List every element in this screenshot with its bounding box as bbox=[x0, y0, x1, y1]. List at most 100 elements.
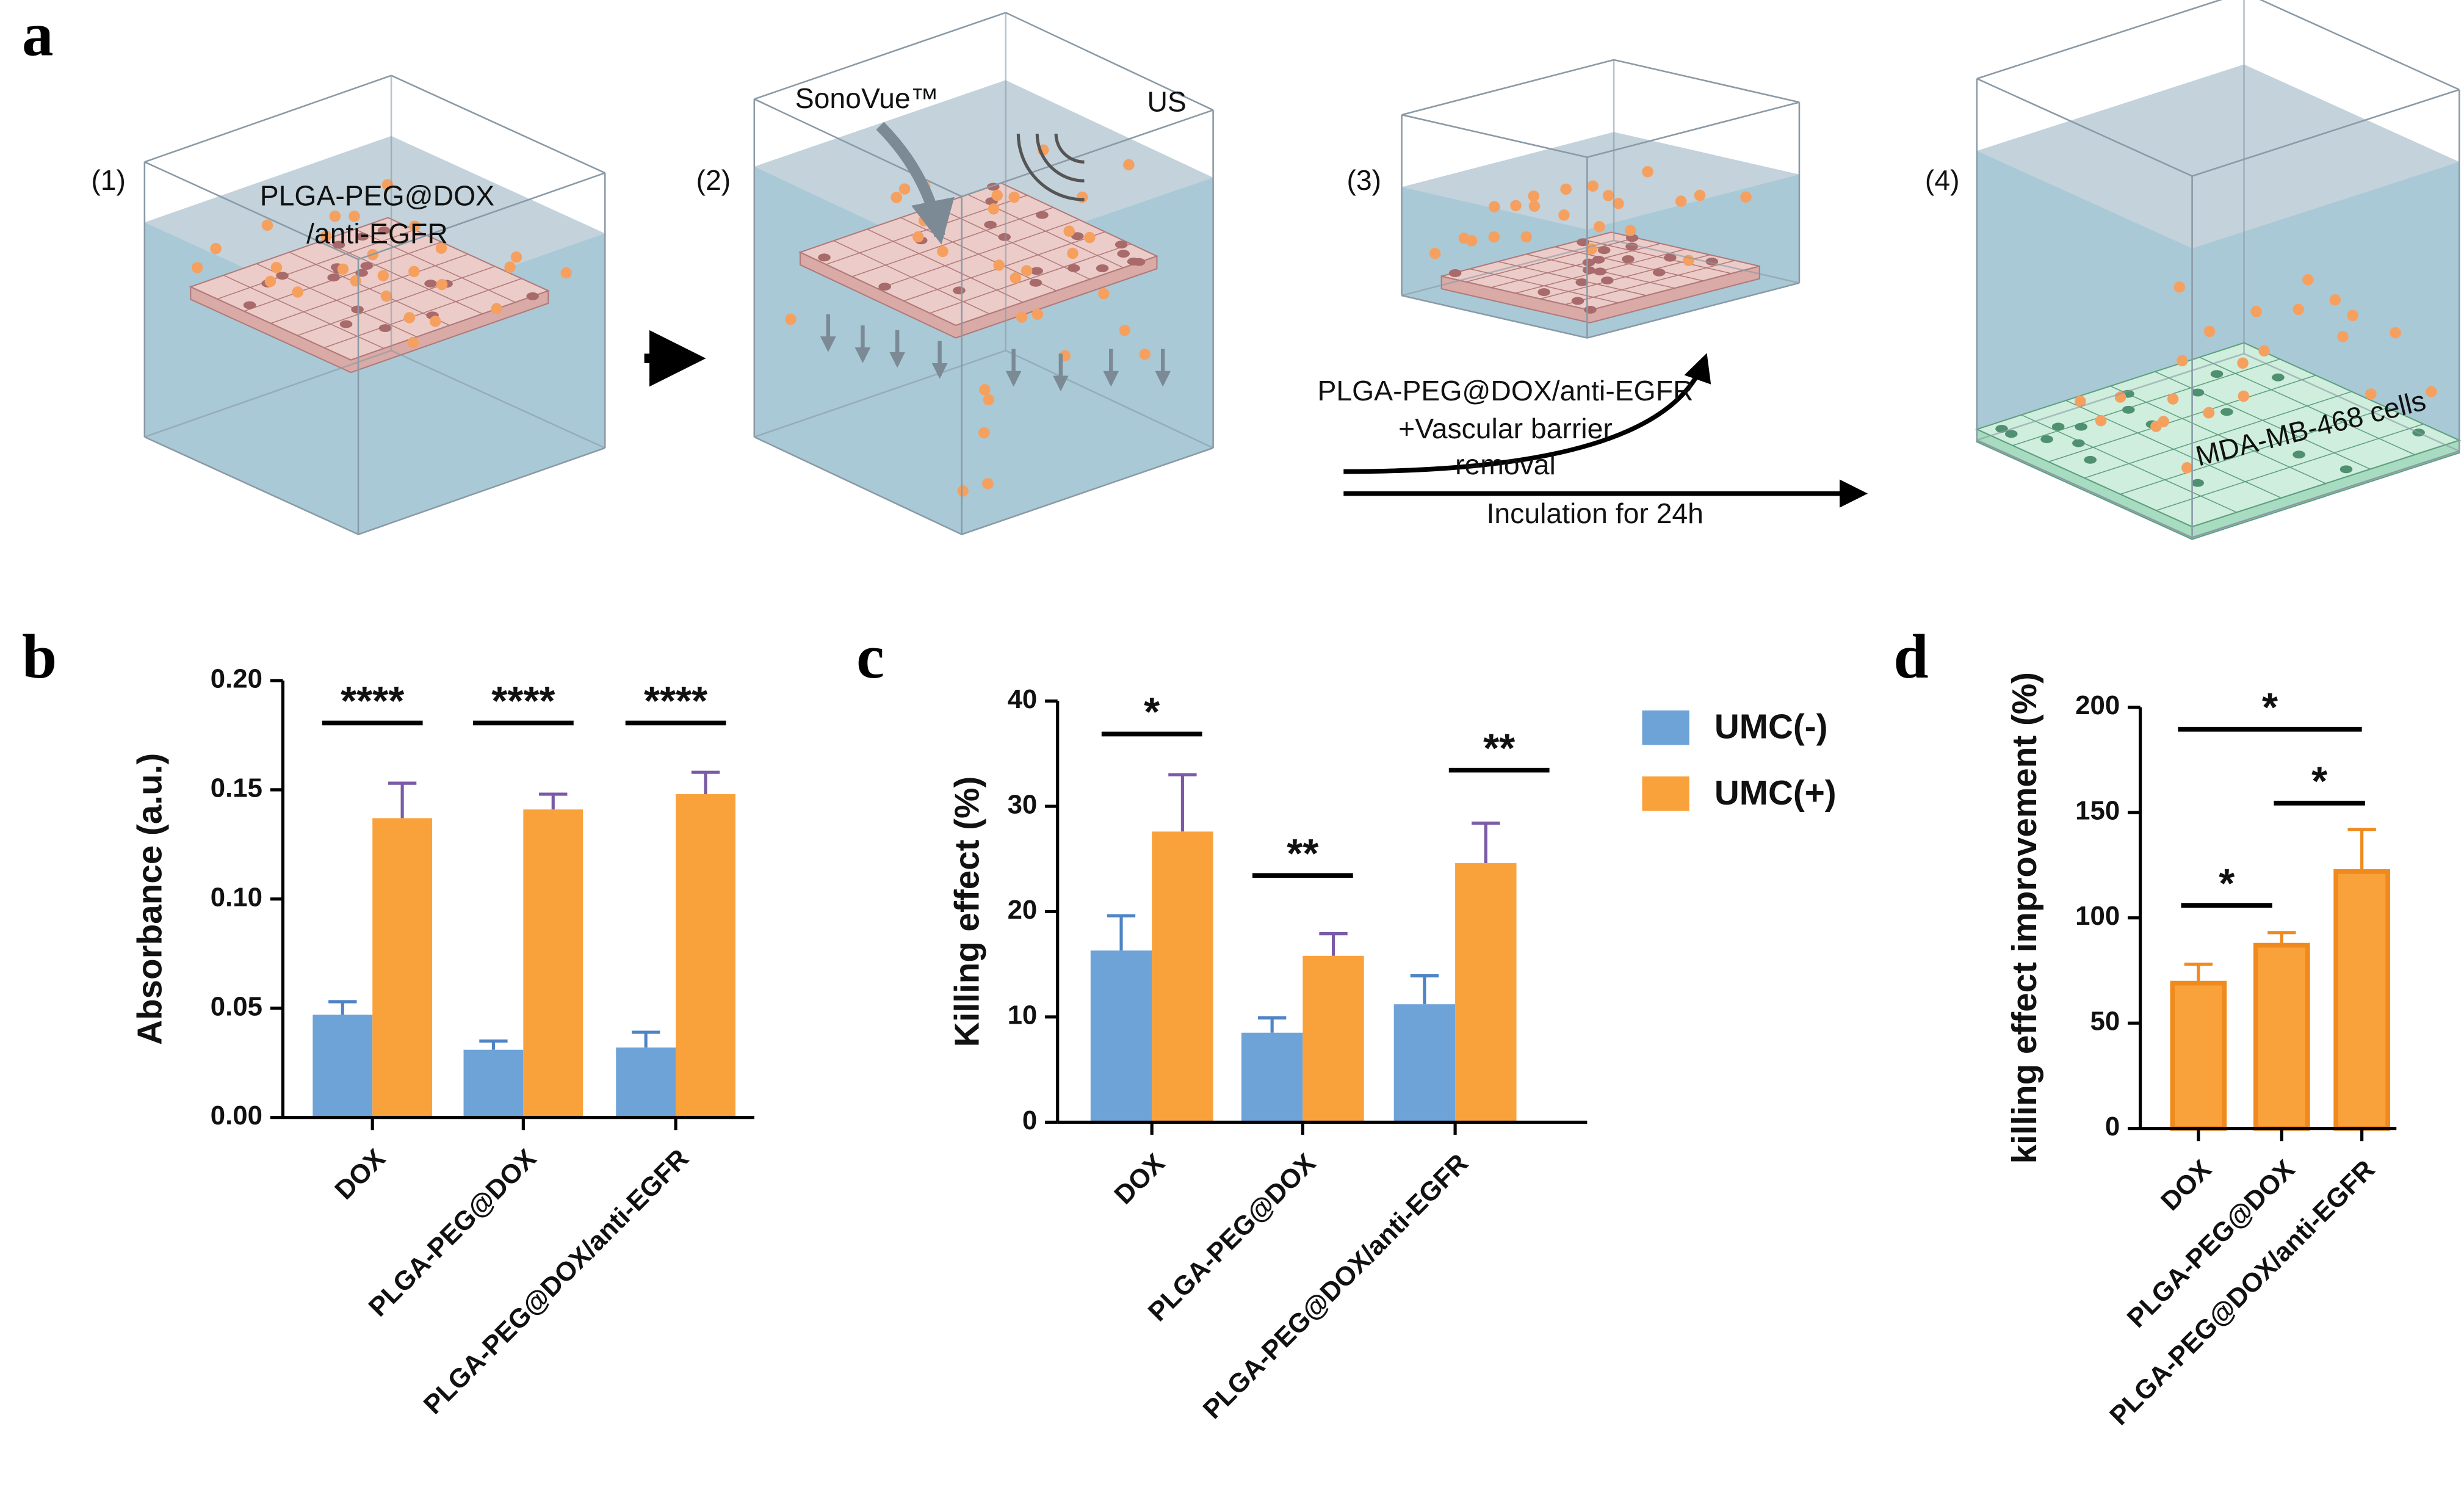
nucleus bbox=[818, 253, 831, 262]
well-edge bbox=[2244, 353, 2460, 452]
bar bbox=[1090, 950, 1152, 1123]
nanoparticle bbox=[1675, 195, 1687, 207]
nanoparticle bbox=[408, 266, 420, 278]
bar bbox=[2253, 942, 2310, 1131]
nanoparticle bbox=[982, 478, 994, 490]
nanoparticle bbox=[210, 242, 222, 255]
well-edge bbox=[754, 98, 963, 198]
nucleus bbox=[2292, 450, 2305, 459]
nanoparticle bbox=[1488, 231, 1500, 243]
well bbox=[143, 74, 606, 535]
microbubble-label: SonoVue™ bbox=[795, 82, 939, 114]
nanoparticle bbox=[2292, 303, 2304, 316]
well-edge bbox=[1613, 239, 1800, 284]
nucleus bbox=[2051, 422, 2065, 431]
nanoparticle bbox=[1520, 231, 1532, 243]
significance-label: * bbox=[2219, 861, 2235, 906]
nanoparticle bbox=[1123, 159, 1135, 171]
nanoparticle bbox=[898, 183, 911, 195]
y-tick-label: 0.15 bbox=[211, 773, 262, 803]
well-edge bbox=[1976, 78, 2193, 177]
nanoparticle bbox=[937, 245, 948, 258]
nanoparticle bbox=[988, 203, 1000, 215]
well-edge bbox=[1587, 101, 1800, 158]
bar-chart: 0 10 20 30 40 DOXPLGA-PEG@DOXPLGA-PEG@DOX/ant… bbox=[948, 684, 1837, 1425]
nanoparticle bbox=[1602, 190, 1614, 201]
well-edge bbox=[1976, 353, 2244, 441]
step-label: (1) bbox=[91, 164, 126, 196]
bar bbox=[523, 809, 583, 1118]
nanoparticle bbox=[2365, 388, 2377, 400]
y-tick-label: 50 bbox=[2090, 1007, 2120, 1036]
bar bbox=[372, 818, 433, 1118]
nanoparticle bbox=[1489, 201, 1500, 212]
nucleus bbox=[1575, 278, 1588, 286]
nucleus bbox=[1582, 258, 1595, 267]
well-edge bbox=[2259, 0, 2460, 91]
nanoparticle bbox=[1624, 225, 1636, 236]
bubble-arrow bbox=[876, 121, 955, 245]
nanoparticle bbox=[320, 230, 332, 242]
well-edge bbox=[144, 350, 392, 438]
well-edge bbox=[754, 436, 963, 535]
y-tick-label: 10 bbox=[1008, 1000, 1038, 1030]
incubation-label: Inculation for 24h bbox=[1487, 497, 1703, 529]
nucleus bbox=[2072, 439, 2085, 447]
y-tick-label: 20 bbox=[1008, 895, 1038, 925]
drug-label: /anti-EGFR bbox=[306, 218, 448, 250]
step-label: (2) bbox=[696, 164, 731, 196]
nanoparticle bbox=[510, 251, 522, 263]
nucleus bbox=[2220, 408, 2233, 416]
y-tick-label: 0.05 bbox=[211, 991, 262, 1021]
legend-swatch bbox=[1642, 776, 1689, 811]
bar bbox=[2170, 980, 2227, 1131]
charts: 0.000.050.100.150.20DOXPLGA-PEG@DOXPLGA-… bbox=[131, 664, 2397, 1431]
nanoparticle bbox=[1063, 225, 1075, 237]
nucleus bbox=[1652, 268, 1666, 277]
nanoparticle bbox=[436, 278, 448, 291]
bar bbox=[1455, 863, 1517, 1123]
nucleus bbox=[1537, 288, 1550, 296]
legend-label: UMC(+) bbox=[1714, 774, 1837, 812]
y-tick-label: 200 bbox=[2075, 690, 2120, 720]
nucleus bbox=[1594, 267, 1606, 276]
nanoparticle bbox=[2337, 331, 2349, 342]
well-edge bbox=[961, 447, 1214, 535]
significance-label: **** bbox=[644, 678, 707, 724]
nanoparticle bbox=[261, 219, 273, 231]
nucleus bbox=[1096, 264, 1109, 272]
nucleus bbox=[1592, 256, 1605, 264]
nanoparticle bbox=[1139, 348, 1151, 360]
nucleus bbox=[1067, 264, 1080, 272]
nucleus bbox=[998, 233, 1011, 241]
y-tick-label: 0 bbox=[1022, 1105, 1037, 1135]
nucleus bbox=[2339, 465, 2353, 474]
well-edge bbox=[2192, 89, 2460, 177]
nucleus bbox=[1030, 267, 1043, 275]
bar bbox=[676, 794, 735, 1118]
nanoparticle bbox=[560, 267, 572, 279]
nanoparticle bbox=[912, 231, 924, 243]
nanoparticle bbox=[377, 270, 389, 281]
well-edge bbox=[358, 447, 605, 535]
nanoparticle bbox=[1008, 191, 1020, 203]
nucleus bbox=[2075, 422, 2088, 431]
nucleus bbox=[2210, 370, 2224, 378]
significance-label: ** bbox=[1483, 725, 1515, 771]
nanoparticle bbox=[2426, 386, 2437, 397]
well bbox=[1975, 0, 2462, 540]
transfer-label: removal bbox=[1455, 449, 1556, 480]
nanoparticle bbox=[2075, 396, 2086, 407]
nucleus bbox=[2191, 388, 2205, 397]
panel-label: a bbox=[22, 0, 53, 70]
nucleus bbox=[1117, 250, 1130, 258]
transfer-label: +Vascular barrier bbox=[1398, 413, 1613, 444]
y-tick-label: 0 bbox=[2105, 1112, 2120, 1141]
nucleus bbox=[339, 320, 353, 328]
nanoparticle bbox=[1010, 272, 1022, 284]
nanoparticle bbox=[2150, 421, 2162, 432]
nanoparticle bbox=[2181, 462, 2193, 474]
y-tick-label: 0.10 bbox=[211, 882, 262, 912]
ultrasound-label: US bbox=[1147, 85, 1186, 117]
water-surface bbox=[1976, 64, 2460, 248]
